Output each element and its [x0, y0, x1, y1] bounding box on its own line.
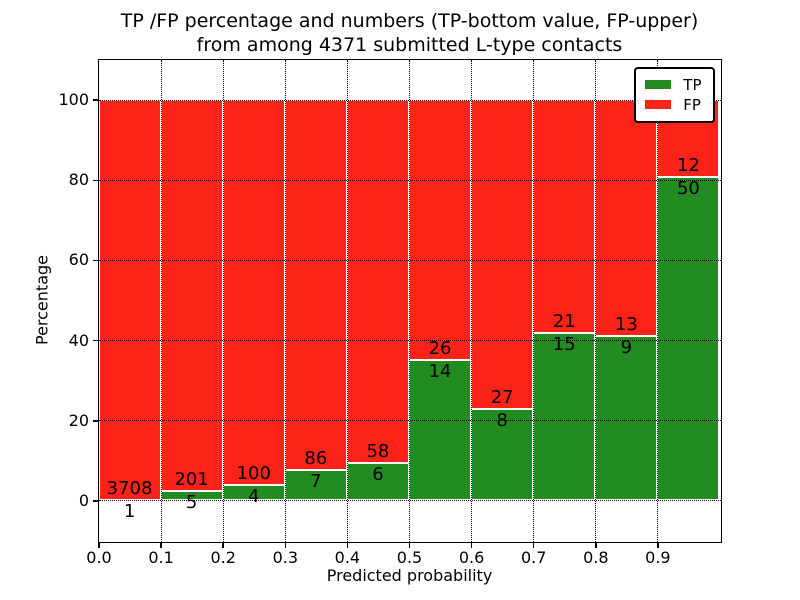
- fp-count-label: 21: [552, 311, 576, 333]
- fp-count-label: 3708: [106, 478, 153, 500]
- v-gridline: [160, 59, 162, 542]
- x-tick-label: 0.4: [334, 548, 361, 567]
- x-tick-mark: [408, 542, 411, 548]
- y-tick-mark: [92, 99, 98, 101]
- x-tick-label: 0.8: [583, 548, 609, 567]
- legend-swatch-tp: [645, 80, 672, 89]
- tp-count-label: 9: [620, 337, 633, 359]
- fp-count-label: 201: [174, 468, 209, 490]
- y-tick-label: 20: [68, 410, 89, 430]
- v-gridline: [284, 59, 286, 542]
- fp-count-label: 12: [676, 155, 700, 177]
- tp-count-label: 14: [428, 361, 452, 383]
- x-tick-label: 0.3: [272, 548, 299, 567]
- fp-count-label: 58: [366, 440, 390, 462]
- chart-title-line2: from among 4371 submitted L-type contact…: [196, 34, 623, 56]
- y-tick-mark: [92, 339, 98, 342]
- tp-count-label: 5: [185, 491, 198, 513]
- v-gridline: [533, 59, 535, 542]
- y-tick-label: 80: [68, 170, 89, 190]
- y-tick-mark: [92, 500, 98, 502]
- fp-count-label: 100: [236, 463, 271, 484]
- y-tick-mark: [92, 179, 98, 181]
- x-tick-label: 0.6: [458, 548, 485, 567]
- bar-tp-segment: [657, 177, 720, 501]
- legend-item-fp: FP: [645, 97, 701, 113]
- x-tick-mark: [98, 542, 100, 548]
- x-tick-mark: [470, 542, 473, 548]
- v-gridline: [595, 59, 597, 542]
- bar-annotations-layer: 3708 1 201 5 100 4 86 7 58 6 26 14 27 8 21 15 13 9 12 50: [99, 60, 721, 542]
- v-gridline: [346, 59, 348, 542]
- chart-title-line1: TP /FP percentage and numbers (TP-bottom…: [120, 10, 699, 32]
- v-gridline: [471, 59, 473, 542]
- tp-count-label: 50: [676, 178, 700, 200]
- bar-tp-segment: [533, 333, 596, 501]
- x-tick-mark: [346, 542, 349, 548]
- tp-count-label: 7: [310, 471, 322, 493]
- tp-count-label: 15: [552, 334, 576, 356]
- v-gridline: [657, 59, 659, 542]
- tp-count-label: 4: [248, 486, 260, 507]
- fp-count-label: 26: [428, 338, 452, 360]
- x-tick-mark: [657, 542, 659, 548]
- tp-count-label: 8: [496, 409, 508, 431]
- y-tick-mark: [92, 259, 98, 262]
- y-tick-label: 0: [78, 490, 89, 510]
- legend-label: FP: [683, 95, 701, 114]
- legend-swatch-fp: [645, 100, 672, 109]
- v-gridline: [222, 59, 224, 542]
- x-tick-label: 0.2: [210, 548, 236, 567]
- fp-count-label: 86: [304, 448, 328, 470]
- bar-fp-segment: [160, 99, 223, 491]
- x-tick-mark: [160, 542, 162, 548]
- bar-fp-segment: [595, 99, 658, 337]
- bar-fp-segment: [98, 99, 161, 501]
- x-tick-label: 0.1: [148, 548, 174, 567]
- tp-count-label: 1: [123, 501, 136, 523]
- chart-title: TP /FP percentage and numbers (TP-bottom…: [99, 9, 720, 57]
- y-tick-label: 40: [68, 330, 89, 350]
- x-tick-label: 0.7: [520, 548, 547, 567]
- x-tick-mark: [284, 542, 287, 548]
- grid-layer: [98, 59, 721, 542]
- x-axis-label: Predicted probability: [326, 566, 493, 585]
- bar-tp-segment: [595, 336, 658, 501]
- fp-count-label: 27: [490, 386, 514, 408]
- x-tick-mark: [532, 542, 535, 548]
- bar-fp-segment: [409, 99, 472, 361]
- y-tick-label: 60: [68, 250, 89, 270]
- bar-tp-segment: [409, 360, 472, 501]
- y-tick-label: 100: [58, 90, 89, 110]
- y-axis-label: Percentage: [32, 254, 52, 346]
- x-tick-label: 0.5: [396, 548, 423, 567]
- x-tick-label: 0.0: [86, 548, 112, 567]
- y-tick-mark: [92, 420, 98, 422]
- plot-area: 3708 1 201 5 100 4 86 7 58 6 26 14 27 8 21 15 13 9 12 50 TP…: [97, 58, 722, 543]
- legend-label: TP: [683, 75, 702, 94]
- v-gridline: [409, 59, 410, 542]
- tp-count-label: 6: [372, 463, 384, 485]
- x-tick-mark: [222, 542, 224, 548]
- legend: TP FP: [634, 66, 715, 123]
- fp-count-label: 13: [614, 314, 638, 336]
- legend-item-tp: TP: [645, 75, 702, 94]
- x-tick-label: 0.9: [645, 548, 671, 567]
- x-tick-mark: [595, 542, 597, 548]
